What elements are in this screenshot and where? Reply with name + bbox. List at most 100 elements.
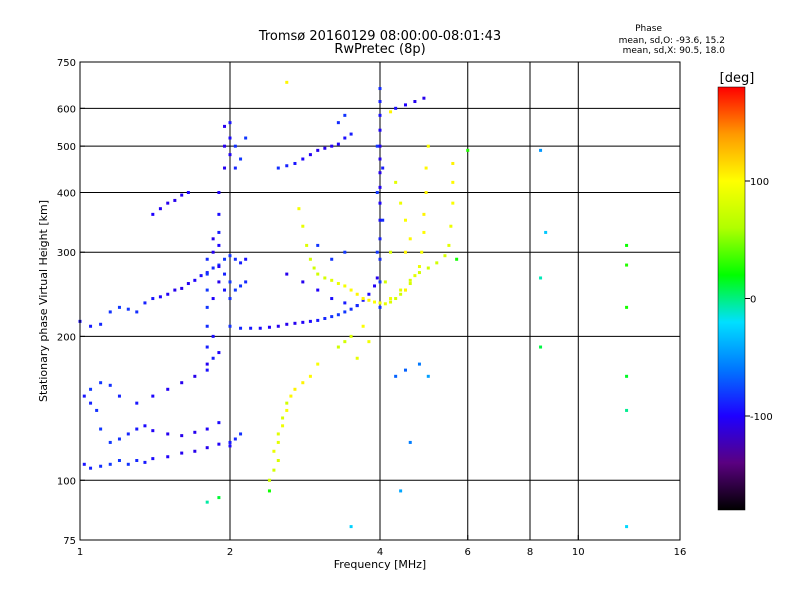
data-point-o bbox=[330, 257, 334, 261]
data-point-o bbox=[239, 326, 243, 330]
data-point-o bbox=[89, 387, 93, 391]
x-tick-label: 4 bbox=[377, 547, 383, 558]
data-point-o bbox=[99, 464, 103, 468]
data-point-o bbox=[193, 374, 197, 378]
data-point-o bbox=[239, 284, 243, 288]
y-tick-label: 100 bbox=[57, 476, 76, 487]
data-point-o bbox=[378, 237, 382, 241]
data-point-o bbox=[228, 153, 232, 157]
data-point-o bbox=[258, 326, 262, 330]
data-point-o bbox=[228, 121, 232, 125]
data-point-o bbox=[217, 351, 221, 355]
data-point-o bbox=[375, 250, 379, 254]
data-point-o bbox=[193, 430, 197, 434]
data-point-o bbox=[239, 261, 243, 265]
data-point-scattered bbox=[539, 345, 543, 349]
data-point-o bbox=[193, 449, 197, 453]
data-point-x bbox=[426, 144, 430, 148]
data-point-o bbox=[249, 326, 253, 330]
x-tick-label: 6 bbox=[465, 547, 471, 558]
x-axis-label: Frequency [MHz] bbox=[334, 558, 426, 571]
data-point-x bbox=[435, 261, 439, 265]
data-point-o bbox=[82, 462, 86, 466]
colorbar bbox=[717, 86, 746, 511]
data-point-x bbox=[308, 374, 312, 378]
chart-subtitle: RwPretec (8p) bbox=[334, 42, 425, 57]
data-point-o bbox=[375, 190, 379, 194]
data-point-o bbox=[99, 322, 103, 326]
data-point-scattered bbox=[417, 362, 421, 366]
data-point-o bbox=[108, 440, 112, 444]
y-tick-label: 750 bbox=[57, 58, 76, 69]
data-point-o bbox=[343, 250, 347, 254]
data-point-scattered bbox=[217, 496, 221, 500]
data-point-o bbox=[205, 257, 209, 261]
data-point-o bbox=[205, 427, 209, 431]
data-point-x bbox=[281, 424, 285, 428]
x-tick-label: 8 bbox=[527, 547, 533, 558]
data-point-x bbox=[355, 356, 359, 360]
data-point-o bbox=[166, 387, 170, 391]
data-point-o bbox=[367, 292, 371, 296]
data-point-x bbox=[403, 288, 407, 292]
data-point-x bbox=[451, 161, 455, 165]
data-point-o bbox=[301, 320, 305, 324]
data-point-o bbox=[89, 466, 93, 470]
y-tick-label: 600 bbox=[57, 104, 76, 115]
y-tick-label: 300 bbox=[57, 248, 76, 259]
data-point-x bbox=[389, 250, 393, 254]
data-point-o bbox=[316, 148, 320, 152]
data-point-x bbox=[399, 292, 403, 296]
data-point-x bbox=[297, 207, 301, 211]
data-point-o bbox=[323, 146, 327, 150]
data-point-o bbox=[211, 334, 215, 338]
data-point-scattered bbox=[403, 368, 407, 372]
data-point-o bbox=[166, 432, 170, 436]
data-point-x bbox=[449, 224, 453, 228]
data-point-o bbox=[285, 272, 289, 276]
grid-layer bbox=[80, 62, 680, 540]
data-point-o bbox=[166, 455, 170, 459]
data-point-o bbox=[186, 190, 190, 194]
chart-title: Tromsø 20160129 08:00:00-08:01:43 bbox=[258, 29, 501, 44]
data-point-o bbox=[378, 157, 382, 161]
data-point-o bbox=[330, 315, 334, 319]
data-point-x bbox=[367, 340, 371, 344]
data-point-o bbox=[135, 401, 139, 405]
data-point-x bbox=[272, 468, 276, 472]
data-point-scattered bbox=[466, 148, 470, 152]
data-point-x bbox=[367, 298, 371, 302]
data-point-o bbox=[233, 166, 237, 170]
colorbar-tick-label: -100 bbox=[750, 412, 773, 423]
data-point-o bbox=[151, 212, 155, 216]
data-point-scattered bbox=[625, 305, 629, 309]
data-point-scattered bbox=[205, 500, 209, 504]
data-point-o bbox=[126, 307, 130, 311]
data-point-x bbox=[276, 432, 280, 436]
data-point-o bbox=[217, 190, 221, 194]
data-point-o bbox=[173, 288, 177, 292]
data-point-x bbox=[383, 302, 387, 306]
data-point-o bbox=[378, 280, 382, 284]
data-point-o bbox=[99, 381, 103, 385]
data-point-x bbox=[383, 280, 387, 284]
data-point-scattered bbox=[625, 243, 629, 247]
y-tick-label: 75 bbox=[63, 536, 76, 547]
data-point-o bbox=[223, 144, 227, 148]
x-tick-label: 16 bbox=[674, 547, 687, 558]
data-point-o bbox=[267, 325, 271, 329]
data-point-x bbox=[301, 224, 305, 228]
y-tick-labels: 75 100 200 300 400 500 600 750 bbox=[57, 58, 85, 547]
data-point-x bbox=[343, 340, 347, 344]
data-point-scattered bbox=[408, 440, 412, 444]
data-point-scattered bbox=[539, 276, 543, 280]
data-point-x bbox=[312, 266, 316, 270]
data-point-scattered bbox=[544, 230, 548, 234]
data-point-o bbox=[316, 318, 320, 322]
data-point-o bbox=[223, 124, 227, 128]
data-point-x bbox=[267, 478, 271, 482]
data-point-o bbox=[205, 288, 209, 292]
data-point-x bbox=[408, 237, 412, 241]
data-point-x bbox=[289, 394, 293, 398]
data-point-o bbox=[108, 310, 112, 314]
